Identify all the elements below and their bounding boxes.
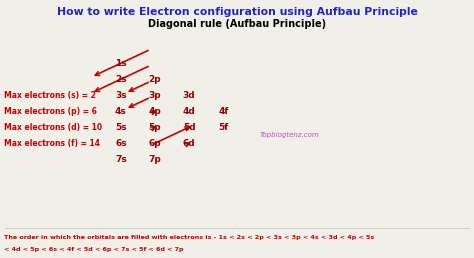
Text: 5p: 5p	[149, 123, 161, 132]
Text: Max electrons (d) = 10: Max electrons (d) = 10	[4, 123, 102, 132]
Text: 7s: 7s	[115, 155, 127, 164]
Text: Diagonal rule (Aufbau Principle): Diagonal rule (Aufbau Principle)	[148, 19, 326, 29]
Text: < 4d < 5p < 6s < 4f < 5d < 6p < 7s < 5f < 6d < 7p: < 4d < 5p < 6s < 4f < 5d < 6p < 7s < 5f …	[4, 247, 183, 252]
Text: 6d: 6d	[183, 139, 195, 148]
Text: 2s: 2s	[115, 75, 127, 84]
Text: 5d: 5d	[183, 123, 195, 132]
Text: 4p: 4p	[149, 107, 161, 116]
Text: 5f: 5f	[218, 123, 228, 132]
Text: Max electrons (f) = 14: Max electrons (f) = 14	[4, 139, 100, 148]
Text: 4d: 4d	[183, 107, 195, 116]
Text: 3s: 3s	[115, 91, 127, 100]
Text: Topblogtenz.com: Topblogtenz.com	[259, 132, 319, 138]
Text: How to write Electron configuration using Aufbau Principle: How to write Electron configuration usin…	[56, 7, 418, 17]
Text: 4f: 4f	[218, 107, 228, 116]
Text: The order in which the orbitals are filled with electrons is - 1s < 2s < 2p < 3s: The order in which the orbitals are fill…	[4, 235, 374, 240]
Text: 4s: 4s	[115, 107, 127, 116]
Text: 5s: 5s	[115, 123, 127, 132]
Text: 3p: 3p	[149, 91, 161, 100]
Text: 6p: 6p	[149, 139, 161, 148]
Text: Max electrons (p) = 6: Max electrons (p) = 6	[4, 107, 97, 116]
Text: 2p: 2p	[149, 75, 161, 84]
Text: Max electrons (s) = 2: Max electrons (s) = 2	[4, 91, 96, 100]
Text: 3d: 3d	[183, 91, 195, 100]
Text: 6s: 6s	[115, 139, 127, 148]
Text: 7p: 7p	[149, 155, 161, 164]
Text: 1s: 1s	[115, 59, 127, 68]
